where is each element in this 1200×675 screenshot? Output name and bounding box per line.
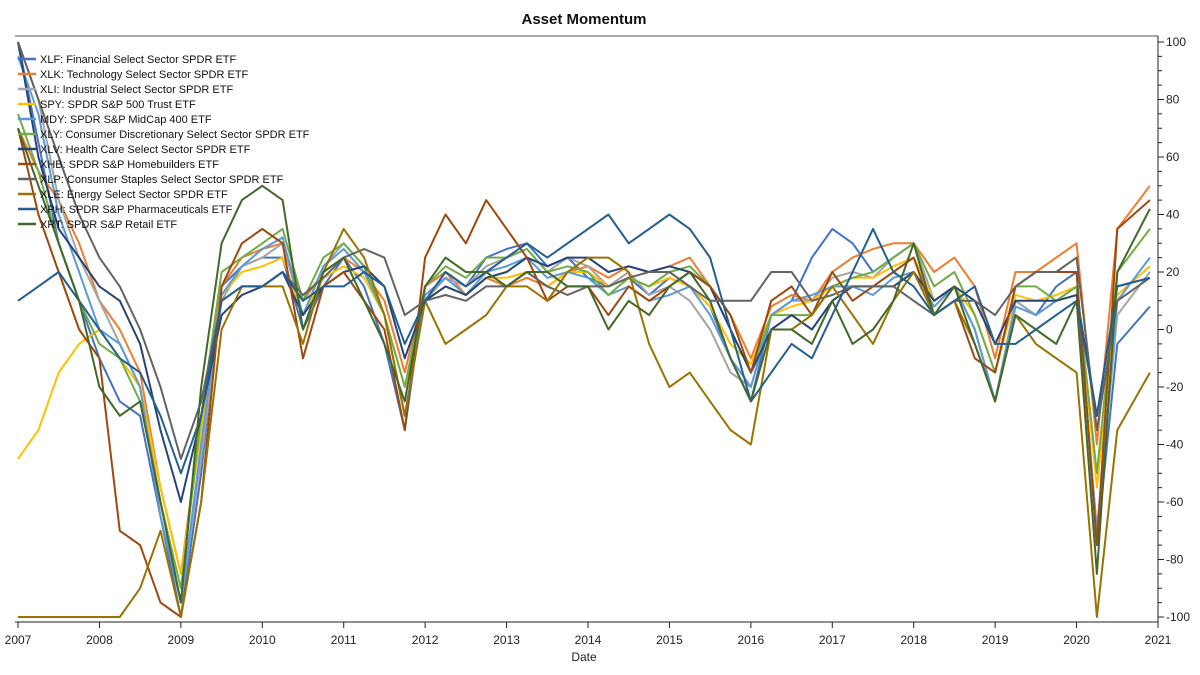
legend-label: XHB: SPDR S&P Homebuilders ETF [40, 159, 219, 171]
y-tick-label: -60 [1166, 495, 1184, 509]
y-tick-label: 60 [1166, 150, 1180, 164]
legend-label: MDY: SPDR S&P MidCap 400 ETF [40, 114, 212, 126]
y-tick-label: 20 [1166, 265, 1180, 279]
legend-label: SPY: SPDR S&P 500 Trust ETF [40, 99, 196, 111]
x-tick-label: 2015 [656, 633, 683, 647]
legend-label: XLV: Health Care Select Sector SPDR ETF [40, 144, 251, 156]
legend-item: XLE: Energy Select Sector SPDR ETF [18, 189, 228, 201]
legend-label: XLI: Industrial Select Sector SPDR ETF [40, 84, 233, 96]
legend-item: XLV: Health Care Select Sector SPDR ETF [18, 144, 251, 156]
legend-label: XRT: SPDR S&P Retail ETF [40, 219, 177, 231]
x-tick-label: 2008 [86, 633, 113, 647]
legend-label: XLK: Technology Select Sector SPDR ETF [40, 69, 249, 81]
series-line-xph [17, 213, 1151, 475]
x-tick-label: 2007 [5, 633, 32, 647]
x-tick-label: 2012 [412, 633, 439, 647]
series-layer [17, 41, 1151, 618]
chart-title: Asset Momentum [521, 11, 646, 28]
legend-item: XLF: Financial Select Sector SPDR ETF [18, 54, 237, 66]
legend-item: SPY: SPDR S&P 500 Trust ETF [18, 99, 196, 111]
legend-item: XLP: Consumer Staples Select Sector SPDR… [18, 174, 284, 186]
legend-item: XLK: Technology Select Sector SPDR ETF [18, 69, 249, 81]
legend: XLF: Financial Select Sector SPDR ETF XLK… [18, 54, 310, 231]
x-tick-label: 2017 [819, 633, 846, 647]
y-tick-label: -40 [1166, 438, 1184, 452]
x-tick-label: 2020 [1063, 633, 1090, 647]
legend-item: XPH: SPDR S&P Pharmaceuticals ETF [18, 204, 233, 216]
x-tick-label: 2009 [168, 633, 195, 647]
x-axis-ticks: 2007 2008 2009 2010 2011 2012 2013 2014 2015 2016… [5, 622, 1172, 647]
x-tick-label: 2018 [900, 633, 927, 647]
y-tick-label: 80 [1166, 93, 1180, 107]
legend-label: XLE: Energy Select Sector SPDR ETF [40, 189, 228, 201]
legend-item: XLI: Industrial Select Sector SPDR ETF [18, 84, 233, 96]
x-tick-label: 2014 [575, 633, 602, 647]
legend-label: XLY: Consumer Discretionary Select Secto… [40, 129, 310, 141]
legend-label: XLF: Financial Select Sector SPDR ETF [40, 54, 237, 66]
y-axis-ticks: 100 80 60 40 20 0 -20 -40 -60 -80 -100 [1158, 35, 1190, 624]
legend-item: XLY: Consumer Discretionary Select Secto… [18, 129, 310, 141]
y-tick-label: -80 [1166, 553, 1184, 567]
x-tick-label: 2010 [249, 633, 276, 647]
legend-label: XLP: Consumer Staples Select Sector SPDR… [40, 174, 284, 186]
legend-item: XHB: SPDR S&P Homebuilders ETF [18, 159, 219, 171]
y-tick-label: 100 [1166, 35, 1186, 49]
x-tick-label: 2016 [738, 633, 765, 647]
legend-item: MDY: SPDR S&P MidCap 400 ETF [18, 114, 212, 126]
x-tick-label: 2021 [1145, 633, 1172, 647]
y-tick-label: 40 [1166, 208, 1180, 222]
x-axis-label: Date [571, 650, 597, 664]
x-tick-label: 2019 [982, 633, 1009, 647]
y-tick-label: -20 [1166, 380, 1184, 394]
y-tick-label: 0 [1166, 323, 1173, 337]
series-line-xrt [17, 127, 1151, 604]
legend-label: XPH: SPDR S&P Pharmaceuticals ETF [40, 204, 233, 216]
x-tick-label: 2013 [493, 633, 520, 647]
legend-item: XRT: SPDR S&P Retail ETF [18, 219, 177, 231]
x-tick-label: 2011 [331, 633, 357, 647]
y-tick-label: -100 [1166, 610, 1190, 624]
